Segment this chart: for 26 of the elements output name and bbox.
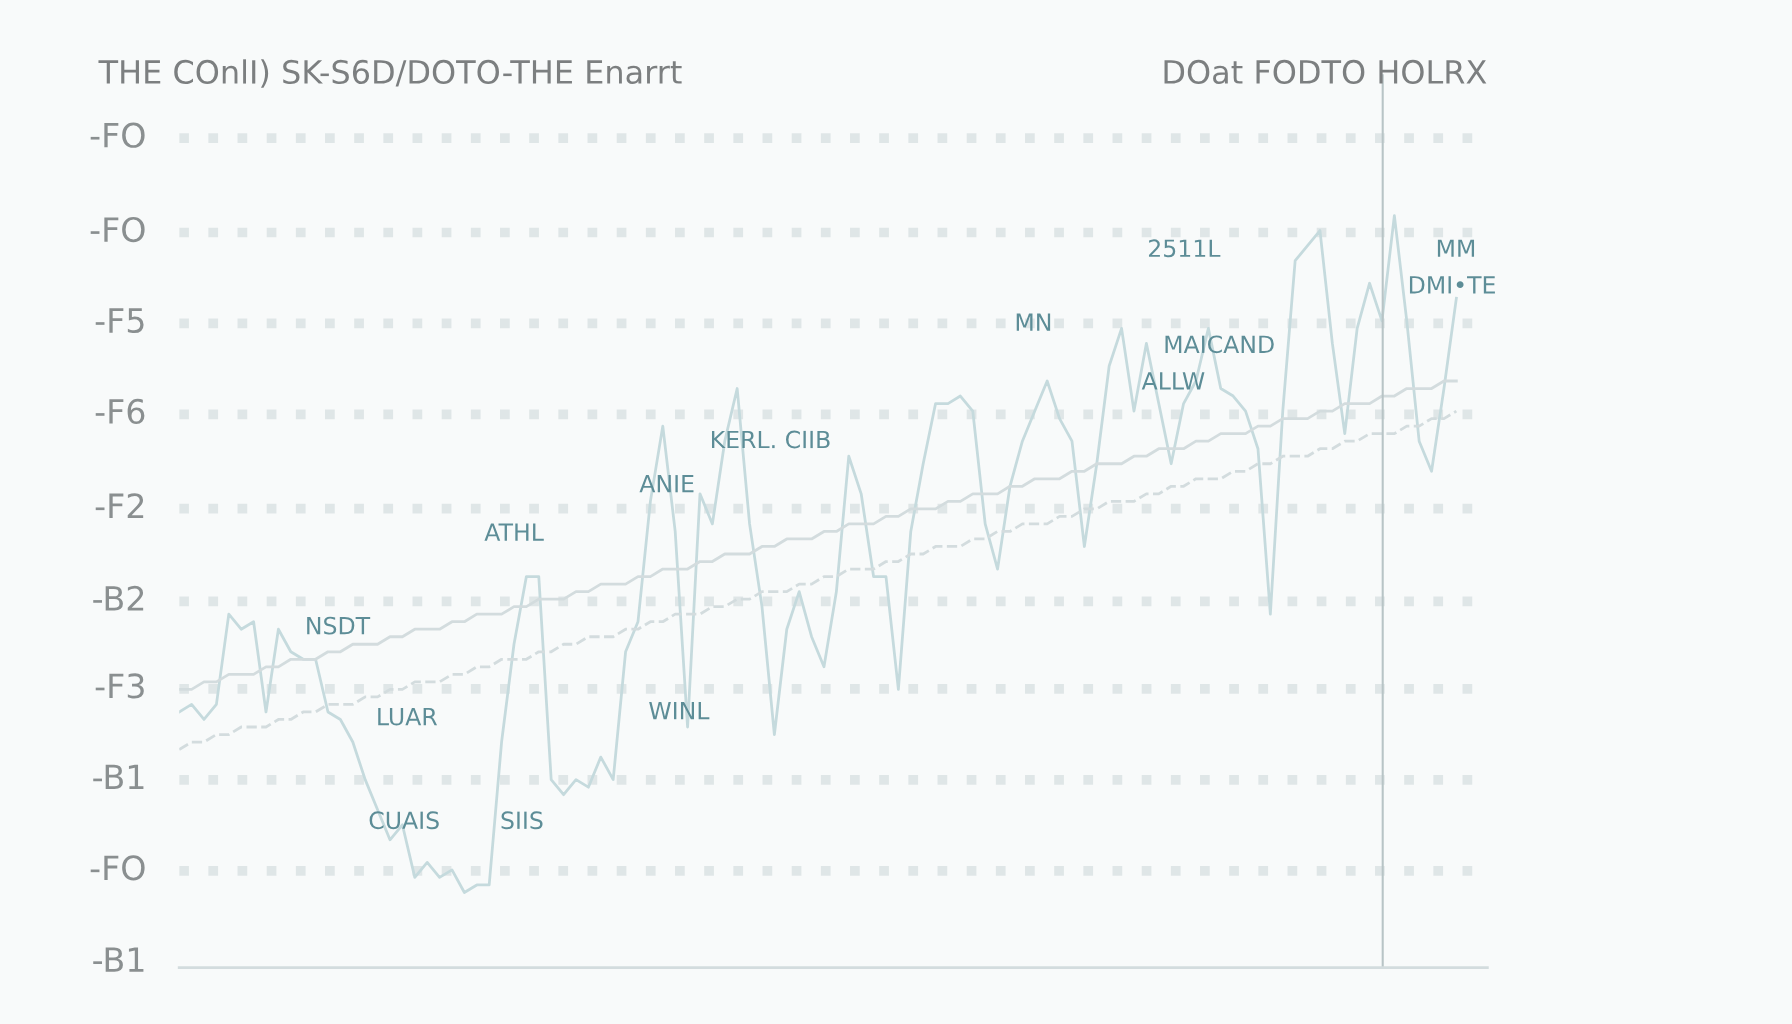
annotation: NSDT [307, 616, 371, 635]
annotation: DMI•TE [1409, 276, 1495, 294]
annotation: MN [1016, 313, 1051, 331]
text: -F5 [95, 308, 144, 334]
text: -B1 [93, 764, 144, 790]
chart-subtitle: DOat FODTO HOLRX [1164, 59, 1487, 85]
text: -FO [90, 855, 145, 881]
chart-title: THE COnlI) SK-S6D/DOTO-THE Enarrt [98, 59, 682, 88]
text: -FO [90, 122, 145, 148]
annotation: WINL [649, 702, 710, 720]
text: -F6 [95, 398, 145, 425]
annotation: 2511L [1148, 239, 1221, 258]
text: -FO [90, 216, 145, 243]
annotation: LUAR [378, 707, 438, 726]
text: -B1 [93, 947, 144, 972]
annotation: MAICAND [1165, 335, 1274, 354]
annotation: SIIS [501, 811, 543, 830]
annotation: ALLW [1141, 372, 1205, 390]
text: -F3 [95, 673, 144, 699]
text: -B2 [93, 585, 144, 611]
annotation: CUAIS [369, 811, 439, 830]
annotation: KERL. CIIB [712, 430, 830, 449]
annotation: ANIE [639, 475, 694, 493]
text: -F2 [95, 493, 144, 518]
annotation: MM [1437, 239, 1475, 257]
annotation: ATHL [484, 523, 544, 541]
